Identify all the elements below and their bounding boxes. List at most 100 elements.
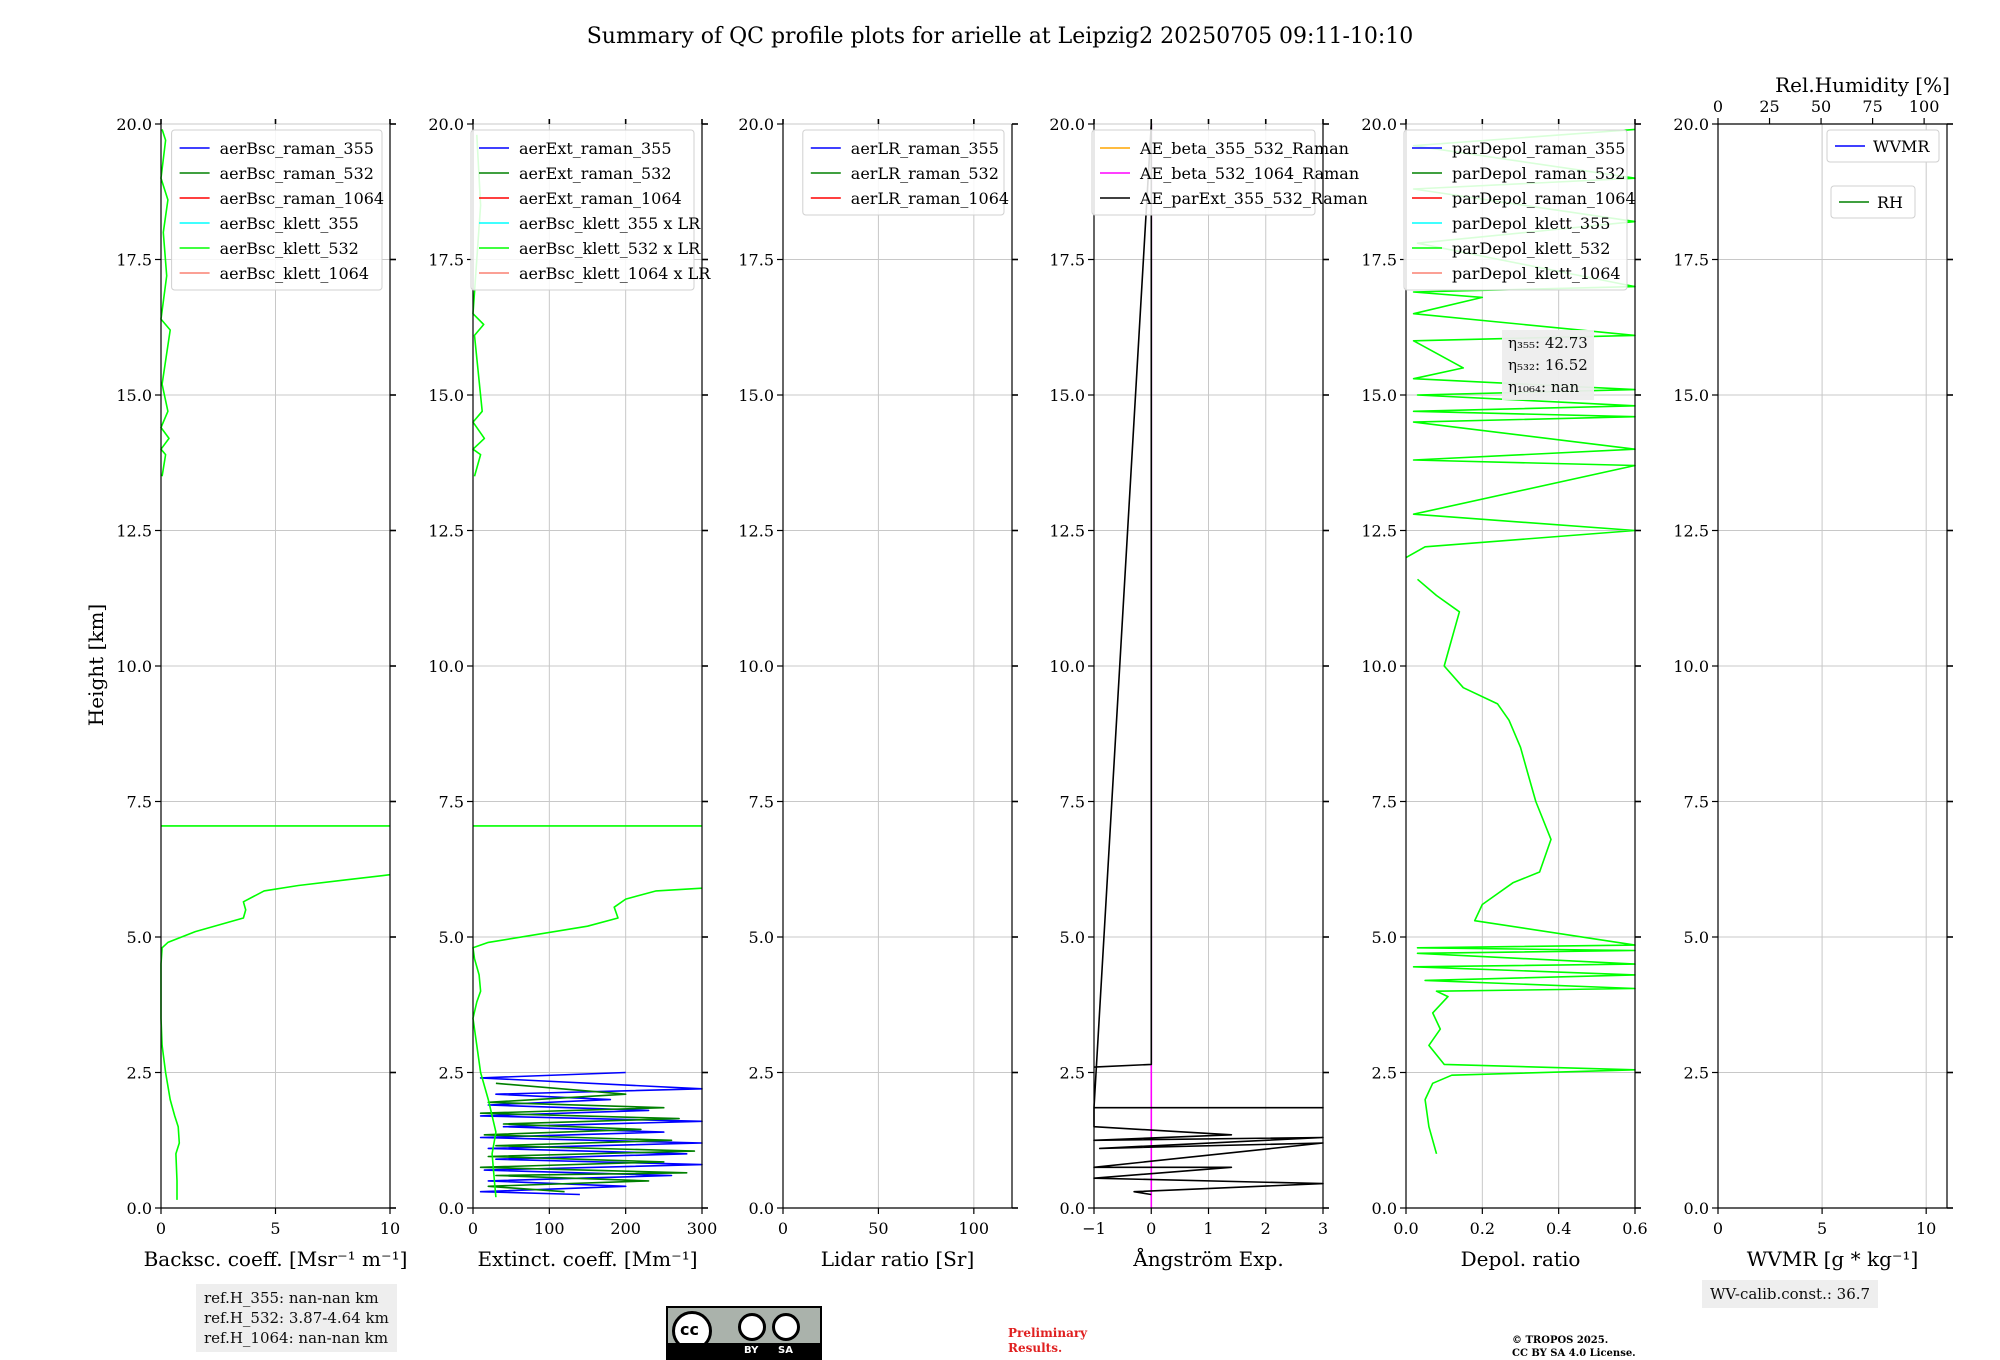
legend-label: parDepol_raman_355 xyxy=(1452,139,1625,158)
legend-label: parDepol_raman_1064 xyxy=(1452,189,1636,208)
legend-box xyxy=(1830,185,1916,219)
series-line xyxy=(160,129,171,477)
legend-label: aerBsc_raman_532 xyxy=(220,164,374,183)
legend-label: AE_parExt_355_532_Raman xyxy=(1139,189,1368,208)
legend-label: aerLR_raman_532 xyxy=(851,164,999,183)
copyright-notice: © TROPOS 2025. CC BY SA 4.0 License. xyxy=(1512,1334,1636,1360)
attribution-icon xyxy=(738,1313,766,1341)
y-tick-label: 12.5 xyxy=(1673,522,1709,541)
y-tick-label: 5.0 xyxy=(439,928,464,947)
top-x-tick-label: 50 xyxy=(1811,97,1831,116)
legend: parDepol_raman_355 parDepol_raman_532 parD… xyxy=(1403,129,1636,291)
legend: aerExt_raman_355 aerExt_raman_532 aerExt_r… xyxy=(470,129,711,291)
y-tick-label: 5.0 xyxy=(1372,928,1397,947)
figure-title: Summary of QC profile plots for arielle … xyxy=(587,24,1414,49)
legend-label: aerBsc_klett_1064 xyxy=(220,264,369,283)
legend-label: aerLR_raman_355 xyxy=(851,139,999,158)
x-tick-label: 5 xyxy=(1817,1219,1827,1238)
cc-mark: cc xyxy=(680,1320,699,1339)
x-axis-label: Backsc. coeff. [Msr⁻¹ m⁻¹] xyxy=(144,1247,408,1271)
y-tick-label: 10.0 xyxy=(116,657,152,676)
panel-angstrom: 0.0 2.5 5.0 7.5 10.0 12.5 15.0 17.5 20.0 −1 0 1 2 3 Ån… xyxy=(1049,115,1367,1271)
x-tick-label: 10 xyxy=(380,1219,400,1238)
panel-wvmr: 0.02.55.07.510.012.515.017.520.00 5 10WVMR… xyxy=(1673,73,1953,1271)
y-tick-label: 12.5 xyxy=(116,522,152,541)
top-x-tick-label: 0 xyxy=(1713,97,1723,116)
legend-box xyxy=(1403,129,1628,291)
cc-license-badge[interactable]: cc BY SA xyxy=(666,1306,822,1360)
x-tick-label: 0 xyxy=(468,1219,478,1238)
x-axis-label: WVMR [g * kg⁻¹] xyxy=(1747,1247,1919,1271)
top-x-tick-label: 100 xyxy=(1909,97,1940,116)
legend-label: aerLR_raman_1064 xyxy=(851,189,1009,208)
legend-label: parDepol_klett_1064 xyxy=(1452,264,1621,283)
legend: aerLR_raman_355 aerLR_raman_532 aerLR_rama… xyxy=(802,129,1009,216)
y-tick-label: 12.5 xyxy=(428,522,464,541)
x-tick-label: 5 xyxy=(270,1219,280,1238)
eta-1064: η₁₀₆₄: nan xyxy=(1508,378,1580,396)
preliminary-line-2: Results. xyxy=(1008,1341,1063,1355)
y-tick-label: 15.0 xyxy=(428,386,464,405)
top-axis-label: Rel.Humidity [%] xyxy=(1775,73,1950,97)
y-tick-label: 2.5 xyxy=(439,1064,464,1083)
by-label: BY xyxy=(744,1345,759,1356)
y-tick-label: 12.5 xyxy=(1361,522,1397,541)
x-tick-label: 0.0 xyxy=(1393,1219,1418,1238)
legend-label: aerBsc_klett_355 xyxy=(220,214,359,233)
y-tick-label: 10.0 xyxy=(428,657,464,676)
y-tick-label: 20.0 xyxy=(1673,115,1709,134)
x-tick-label: 0 xyxy=(778,1219,788,1238)
eta-355: η₃₅₅: 42.73 xyxy=(1508,334,1588,352)
x-tick-label: −1 xyxy=(1082,1219,1106,1238)
x-tick-label: 100 xyxy=(959,1219,990,1238)
copyright-line-2: CC BY SA 4.0 License. xyxy=(1512,1348,1636,1359)
y-tick-label: 20.0 xyxy=(738,115,774,134)
y-tick-label: 20.0 xyxy=(116,115,152,134)
y-tick-label: 20.0 xyxy=(1361,115,1397,134)
reference-height-box: ref.H_355: nan-nan km ref.H_532: 3.87-4.… xyxy=(196,1284,397,1352)
y-tick-label: 7.5 xyxy=(1060,793,1085,812)
panel-extinction: 0.0 2.5 5.0 7.5 10.0 12.5 15.0 17.5 20.0 0 100 200 3… xyxy=(428,115,717,1271)
y-tick-label: 0.0 xyxy=(127,1199,152,1218)
legend-label: AE_beta_532_1064_Raman xyxy=(1139,164,1359,183)
legend-label: aerBsc_klett_355 x LR xyxy=(519,214,701,233)
y-tick-label: 15.0 xyxy=(1673,386,1709,405)
y-tick-label: 2.5 xyxy=(127,1064,152,1083)
legend-label: aerExt_raman_1064 xyxy=(519,189,682,208)
y-tick-label: 17.5 xyxy=(116,251,152,270)
y-tick-label: 7.5 xyxy=(127,793,152,812)
panel-backscatter: 0.0 2.5 5.0 7.5 10.0 12.5 15.0 17.5 20.0 0 5 10 Back… xyxy=(116,115,407,1271)
y-tick-label: 17.5 xyxy=(738,251,774,270)
x-tick-label: 1 xyxy=(1203,1219,1213,1238)
y-tick-label: 0.0 xyxy=(1372,1199,1397,1218)
legend-label: AE_beta_355_532_Raman xyxy=(1139,139,1349,158)
y-tick-label: 15.0 xyxy=(1361,386,1397,405)
top-x-tick-label: 25 xyxy=(1759,97,1779,116)
legend-wvmr: WVMR xyxy=(1826,129,1940,163)
y-tick-label: 5.0 xyxy=(749,928,774,947)
y-tick-label: 2.5 xyxy=(1684,1064,1709,1083)
copyright-line-1: © TROPOS 2025. xyxy=(1512,1335,1609,1346)
legend-box xyxy=(1091,129,1316,216)
x-tick-label: 50 xyxy=(868,1219,888,1238)
legend-label: aerBsc_klett_532 xyxy=(220,239,359,258)
legend-label: parDepol_klett_532 xyxy=(1452,239,1610,258)
y-tick-label: 12.5 xyxy=(1049,522,1085,541)
ref-height-355: ref.H_355: nan-nan km xyxy=(204,1289,379,1307)
y-tick-label: 15.0 xyxy=(1049,386,1085,405)
legend-box xyxy=(470,129,695,291)
eta-calibration-box: η₃₅₅: 42.73 η₅₃₂: 16.52 η₁₀₆₄: nan xyxy=(1502,330,1594,400)
x-tick-label: 0 xyxy=(1713,1219,1723,1238)
legend-box xyxy=(171,129,383,291)
x-tick-label: 0.6 xyxy=(1622,1219,1647,1238)
y-tick-label: 12.5 xyxy=(738,522,774,541)
x-axis-label: Depol. ratio xyxy=(1461,1247,1581,1271)
legend: AE_beta_355_532_Raman AE_beta_532_1064_Ra… xyxy=(1091,129,1368,216)
y-tick-label: 2.5 xyxy=(1372,1064,1397,1083)
x-tick-label: 10 xyxy=(1916,1219,1936,1238)
legend-label: aerExt_raman_532 xyxy=(519,164,672,183)
x-tick-label: 0 xyxy=(1146,1219,1156,1238)
shared-y-axis-label: Height [km] xyxy=(84,604,108,726)
ref-height-532: ref.H_532: 3.87-4.64 km xyxy=(204,1309,389,1327)
